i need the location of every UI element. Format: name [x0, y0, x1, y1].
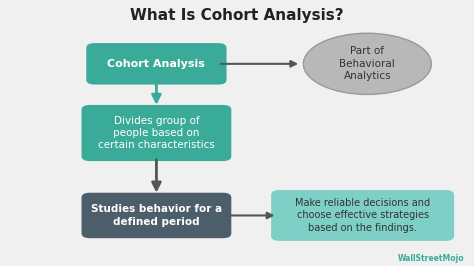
Text: Make reliable decisions and
choose effective strategies
based on the findings.: Make reliable decisions and choose effec…	[295, 198, 430, 233]
FancyBboxPatch shape	[82, 193, 231, 238]
FancyBboxPatch shape	[86, 43, 227, 85]
Text: Cohort Analysis: Cohort Analysis	[108, 59, 205, 69]
Text: Studies behavior for a
defined period: Studies behavior for a defined period	[91, 204, 222, 227]
Ellipse shape	[303, 33, 431, 94]
FancyBboxPatch shape	[82, 105, 231, 161]
Text: WallStreetMojo: WallStreetMojo	[398, 254, 465, 263]
Text: Divides group of
people based on
certain characteristics: Divides group of people based on certain…	[98, 116, 215, 150]
Text: What Is Cohort Analysis?: What Is Cohort Analysis?	[130, 8, 344, 23]
FancyBboxPatch shape	[271, 190, 454, 241]
Text: Part of
Behavioral
Analytics: Part of Behavioral Analytics	[339, 47, 395, 81]
